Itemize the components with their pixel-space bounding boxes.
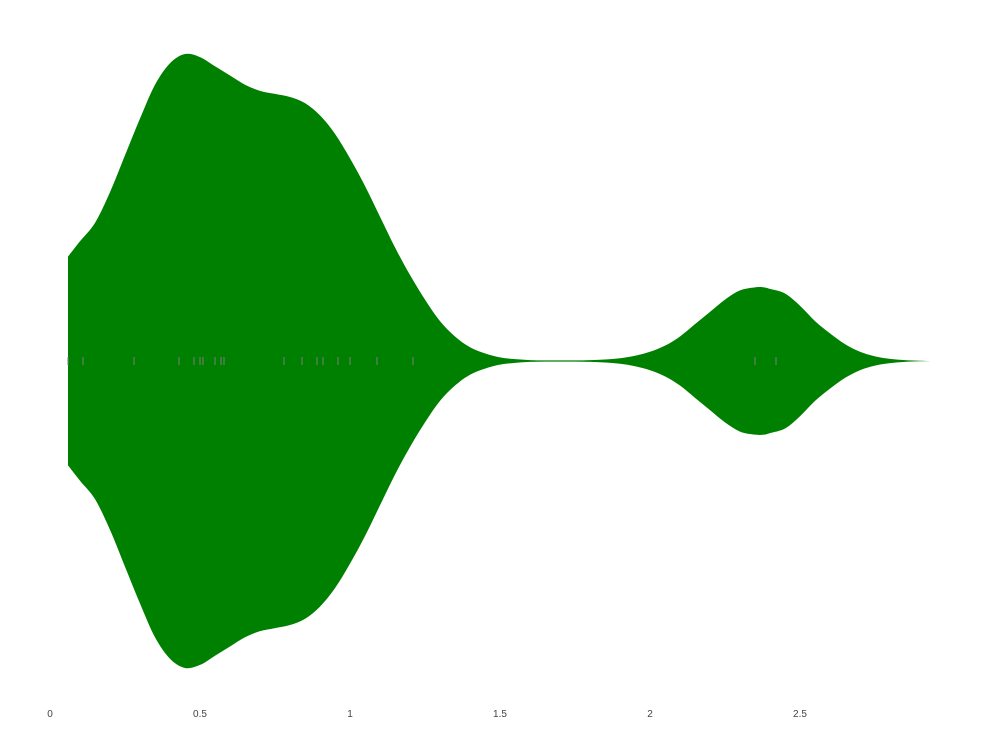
x-tick-label: 2.5: [793, 709, 807, 720]
x-tick-label: 0.5: [193, 709, 207, 720]
x-tick-label: 2: [647, 709, 653, 720]
rug-marks-layer: [67, 357, 777, 365]
x-axis: 0 0.5 1 1.5 2 2.5: [47, 709, 807, 720]
x-tick-label: 0: [47, 709, 53, 720]
violin-body: [68, 53, 932, 669]
violin-body-layer: [68, 53, 932, 669]
x-tick-label: 1.5: [493, 709, 507, 720]
x-tick-label: 1: [347, 709, 353, 720]
